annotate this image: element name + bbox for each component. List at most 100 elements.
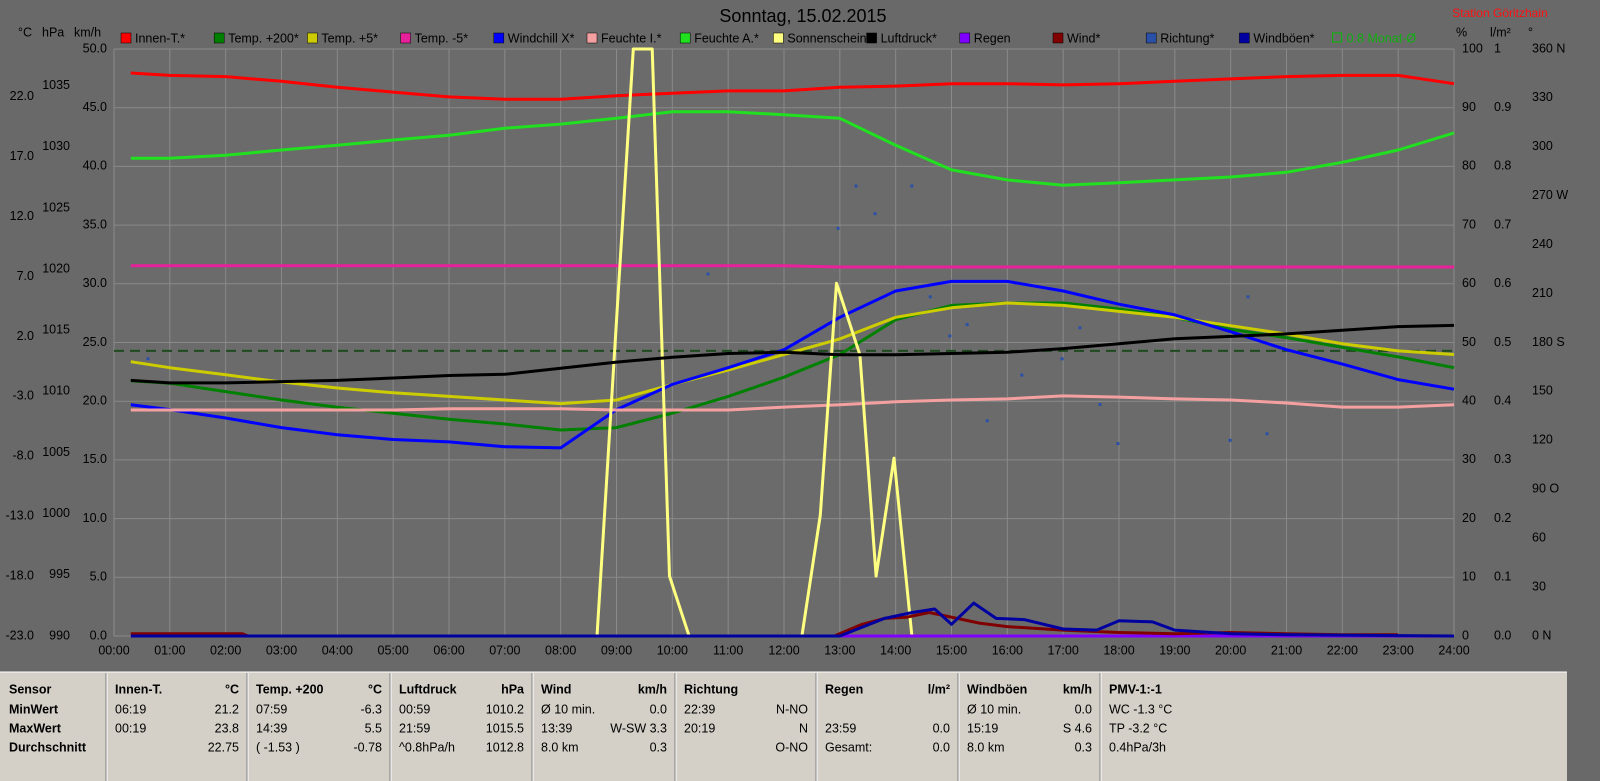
series-layer bbox=[114, 47, 1455, 638]
y-tick-label: -13.0 bbox=[6, 509, 35, 523]
y-tick-label: 300 bbox=[1532, 139, 1553, 153]
column-unit: °C bbox=[368, 682, 382, 696]
y-tick-label: 0.2 bbox=[1494, 511, 1511, 525]
y-tick-label: 0.3 bbox=[1494, 452, 1511, 466]
direction-point bbox=[873, 212, 877, 216]
legend-swatch bbox=[1239, 32, 1250, 44]
x-tick-label: 09:00 bbox=[601, 643, 632, 657]
legend-label: 0.8 Monat-Ø bbox=[1347, 31, 1417, 45]
x-tick-label: 16:00 bbox=[992, 643, 1023, 657]
y-tick-label: -18.0 bbox=[6, 568, 35, 582]
table-cell: -6.3 bbox=[360, 702, 382, 716]
table-cell: 21.2 bbox=[215, 702, 239, 716]
legend-swatch bbox=[307, 32, 318, 44]
x-tick-label: 14:00 bbox=[880, 643, 911, 657]
table-cell: 22:39 bbox=[684, 702, 715, 716]
legend-label: Temp. +5* bbox=[321, 31, 378, 45]
column-header: Regen bbox=[825, 682, 863, 696]
legend-label: Temp. -5* bbox=[415, 31, 469, 45]
y-tick-label: 5.0 bbox=[90, 570, 107, 584]
axis-unit: km/h bbox=[74, 25, 101, 39]
table-cell: 23:59 bbox=[825, 721, 856, 735]
legend-label: Wind* bbox=[1067, 31, 1100, 45]
table-cell: 8.0 km bbox=[541, 740, 579, 754]
column-header: Temp. +200 bbox=[256, 682, 324, 696]
table-cell: Ø 10 min. bbox=[541, 702, 595, 716]
x-tick-label: 17:00 bbox=[1048, 643, 1079, 657]
y-tick-label: 1 bbox=[1494, 41, 1501, 55]
legend-swatch bbox=[1052, 32, 1064, 44]
x-tick-label: 19:00 bbox=[1159, 643, 1190, 657]
table-cell: 0.4hPa/3h bbox=[1109, 740, 1166, 754]
axis-unit: % bbox=[1456, 25, 1467, 39]
y-tick-label: 330 bbox=[1532, 90, 1553, 104]
table-cell: 1012.8 bbox=[486, 740, 524, 754]
table-cell: 23.8 bbox=[215, 721, 239, 735]
table-cell: 15:19 bbox=[967, 721, 998, 735]
direction-point bbox=[965, 323, 969, 327]
direction-point bbox=[1098, 402, 1102, 406]
x-tick-label: 20:00 bbox=[1215, 643, 1246, 657]
column-unit: km/h bbox=[638, 682, 667, 696]
legend-swatch bbox=[586, 32, 598, 44]
legend-swatch bbox=[866, 32, 877, 44]
legend-swatch bbox=[1331, 32, 1343, 43]
y-tick-label: 12.0 bbox=[10, 209, 34, 223]
x-tick-label: 12:00 bbox=[768, 643, 799, 657]
table-cell: 0.0 bbox=[1075, 702, 1092, 716]
legend-swatch bbox=[773, 32, 784, 44]
column-header: PMV-1:-1 bbox=[1109, 682, 1162, 696]
legend-label: Feuchte A.* bbox=[694, 31, 759, 45]
legend-label: Regen bbox=[974, 31, 1011, 45]
table-cell: 0.3 bbox=[1075, 740, 1092, 754]
x-tick-label: 22:00 bbox=[1327, 643, 1358, 657]
x-tick-label: 02:00 bbox=[210, 643, 241, 657]
y-tick-label: 0.7 bbox=[1494, 217, 1511, 231]
series-line bbox=[130, 394, 1455, 412]
table-cell: ( -1.53 ) bbox=[256, 740, 300, 754]
row-label: MaxWert bbox=[9, 721, 62, 735]
direction-point bbox=[146, 357, 150, 361]
y-tick-label: 1000 bbox=[42, 506, 70, 520]
y-tick-label: 2.0 bbox=[17, 329, 34, 343]
y-tick-label: 0 bbox=[1462, 628, 1469, 642]
y-tick-label: 50.0 bbox=[83, 41, 107, 55]
axis-unit: hPa bbox=[42, 25, 64, 39]
table-cell: TP -3.2 °C bbox=[1109, 721, 1167, 735]
x-tick-label: 08:00 bbox=[545, 643, 576, 657]
table-cell: W-SW 3.3 bbox=[610, 721, 667, 735]
axis-unit: °C bbox=[18, 25, 32, 39]
y-tick-label: 30.0 bbox=[83, 276, 107, 290]
table-cell: 21:59 bbox=[399, 721, 430, 735]
column-header: Windböen bbox=[967, 682, 1027, 696]
y-tick-label: 90 O bbox=[1532, 482, 1559, 496]
y-tick-label: 1010 bbox=[42, 384, 70, 398]
table-cell: 06:19 bbox=[115, 702, 146, 716]
axis-unit: ° bbox=[1528, 25, 1533, 39]
y-tick-label: 80 bbox=[1462, 159, 1476, 173]
legend-swatch bbox=[959, 32, 971, 44]
direction-point bbox=[985, 419, 989, 423]
y-tick-label: 30 bbox=[1462, 452, 1476, 466]
column-unit: °C bbox=[225, 682, 239, 696]
y-tick-label: -3.0 bbox=[12, 389, 34, 403]
y-tick-label: 150 bbox=[1532, 384, 1553, 398]
direction-point bbox=[1246, 295, 1250, 299]
table-cell: -0.78 bbox=[354, 740, 383, 754]
legend-label: Sonnenschein bbox=[787, 31, 866, 45]
legend-swatch bbox=[493, 32, 505, 44]
series-line bbox=[130, 301, 1455, 432]
legend: Innen-T.* Temp. +200* Temp. +5* Temp. -5* Wi… bbox=[120, 31, 1417, 45]
series-line bbox=[130, 323, 1455, 385]
legend-label: Richtung* bbox=[1160, 31, 1214, 45]
y-tick-label: 0.5 bbox=[1494, 335, 1511, 349]
y-tick-label: 1005 bbox=[42, 445, 70, 459]
y-tick-label: 360 N bbox=[1532, 41, 1565, 55]
series-line bbox=[130, 110, 1455, 187]
y-tick-label: 0 N bbox=[1532, 628, 1551, 642]
direction-point bbox=[948, 334, 952, 338]
y-tick-label: -8.0 bbox=[12, 449, 34, 463]
legend-label: Windböen* bbox=[1253, 31, 1314, 45]
y-tick-label: 120 bbox=[1532, 433, 1553, 447]
row-label: MinWert bbox=[9, 702, 59, 716]
